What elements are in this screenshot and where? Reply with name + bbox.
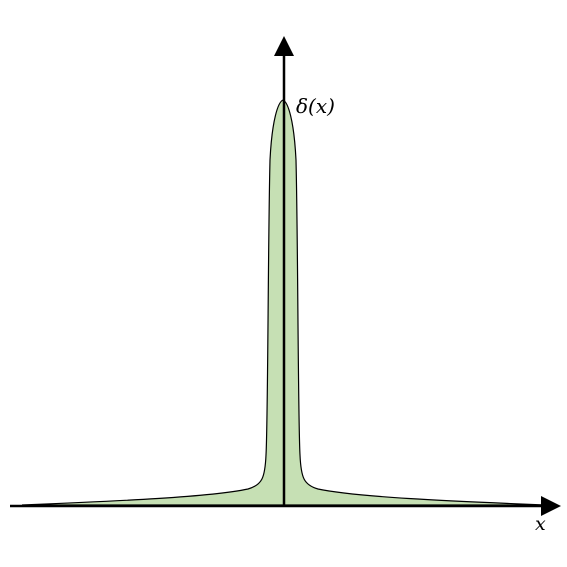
function-label: δ(x) [296, 94, 335, 118]
x-axis-label: x [535, 513, 546, 535]
